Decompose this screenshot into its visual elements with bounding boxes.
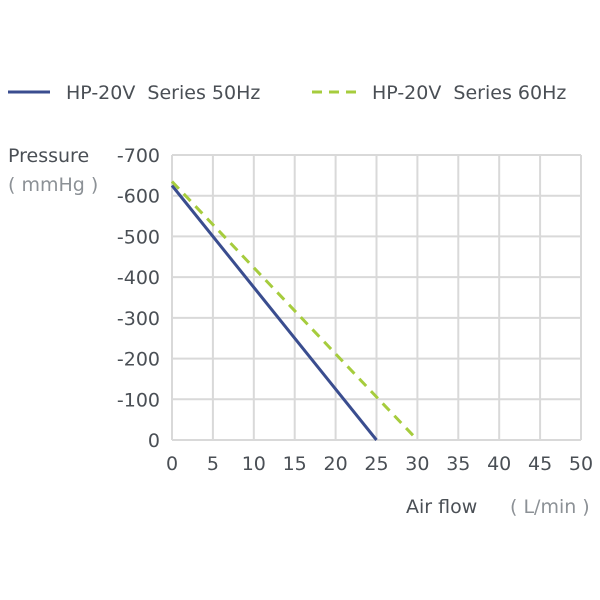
- y-tick-label: -700: [117, 145, 160, 167]
- legend: HP-20V Series 50Hz HP-20V Series 60Hz: [8, 82, 566, 104]
- y-tick-label: -200: [117, 349, 160, 371]
- series-line-60hz: [170, 180, 419, 442]
- legend-label-60hz: HP-20V Series 60Hz: [372, 82, 566, 104]
- x-axis-ticks: 0 5 10 15 20 25 30 35 40 45 50: [166, 453, 593, 475]
- y-tick-label: -400: [117, 267, 160, 289]
- x-tick-label: 20: [324, 453, 348, 475]
- x-tick-label: 45: [528, 453, 552, 475]
- x-tick-label: 30: [405, 453, 429, 475]
- legend-label-50hz: HP-20V Series 50Hz: [66, 82, 260, 104]
- x-axis-title: Air flow: [406, 496, 477, 518]
- y-tick-label: -100: [117, 389, 160, 411]
- x-tick-label: 5: [207, 453, 219, 475]
- y-axis-unit: ( mmHg ): [8, 174, 98, 196]
- y-axis-title: Pressure: [8, 145, 89, 167]
- y-tick-label: -300: [117, 308, 160, 330]
- y-tick-label: -500: [117, 226, 160, 248]
- x-tick-label: 40: [487, 453, 511, 475]
- x-tick-label: 25: [364, 453, 388, 475]
- x-tick-label: 10: [242, 453, 266, 475]
- x-tick-label: 35: [446, 453, 470, 475]
- x-tick-label: 0: [166, 453, 178, 475]
- x-axis-unit: ( L/min ): [510, 496, 590, 518]
- y-axis-ticks: 0 -100 -200 -300 -400 -500 -600 -700: [117, 145, 160, 452]
- y-tick-label: -600: [117, 186, 160, 208]
- x-tick-label: 15: [283, 453, 307, 475]
- x-tick-label: 50: [569, 453, 593, 475]
- series-line-50hz: [170, 184, 378, 441]
- y-tick-label: 0: [148, 430, 160, 452]
- series-lines: [170, 180, 419, 442]
